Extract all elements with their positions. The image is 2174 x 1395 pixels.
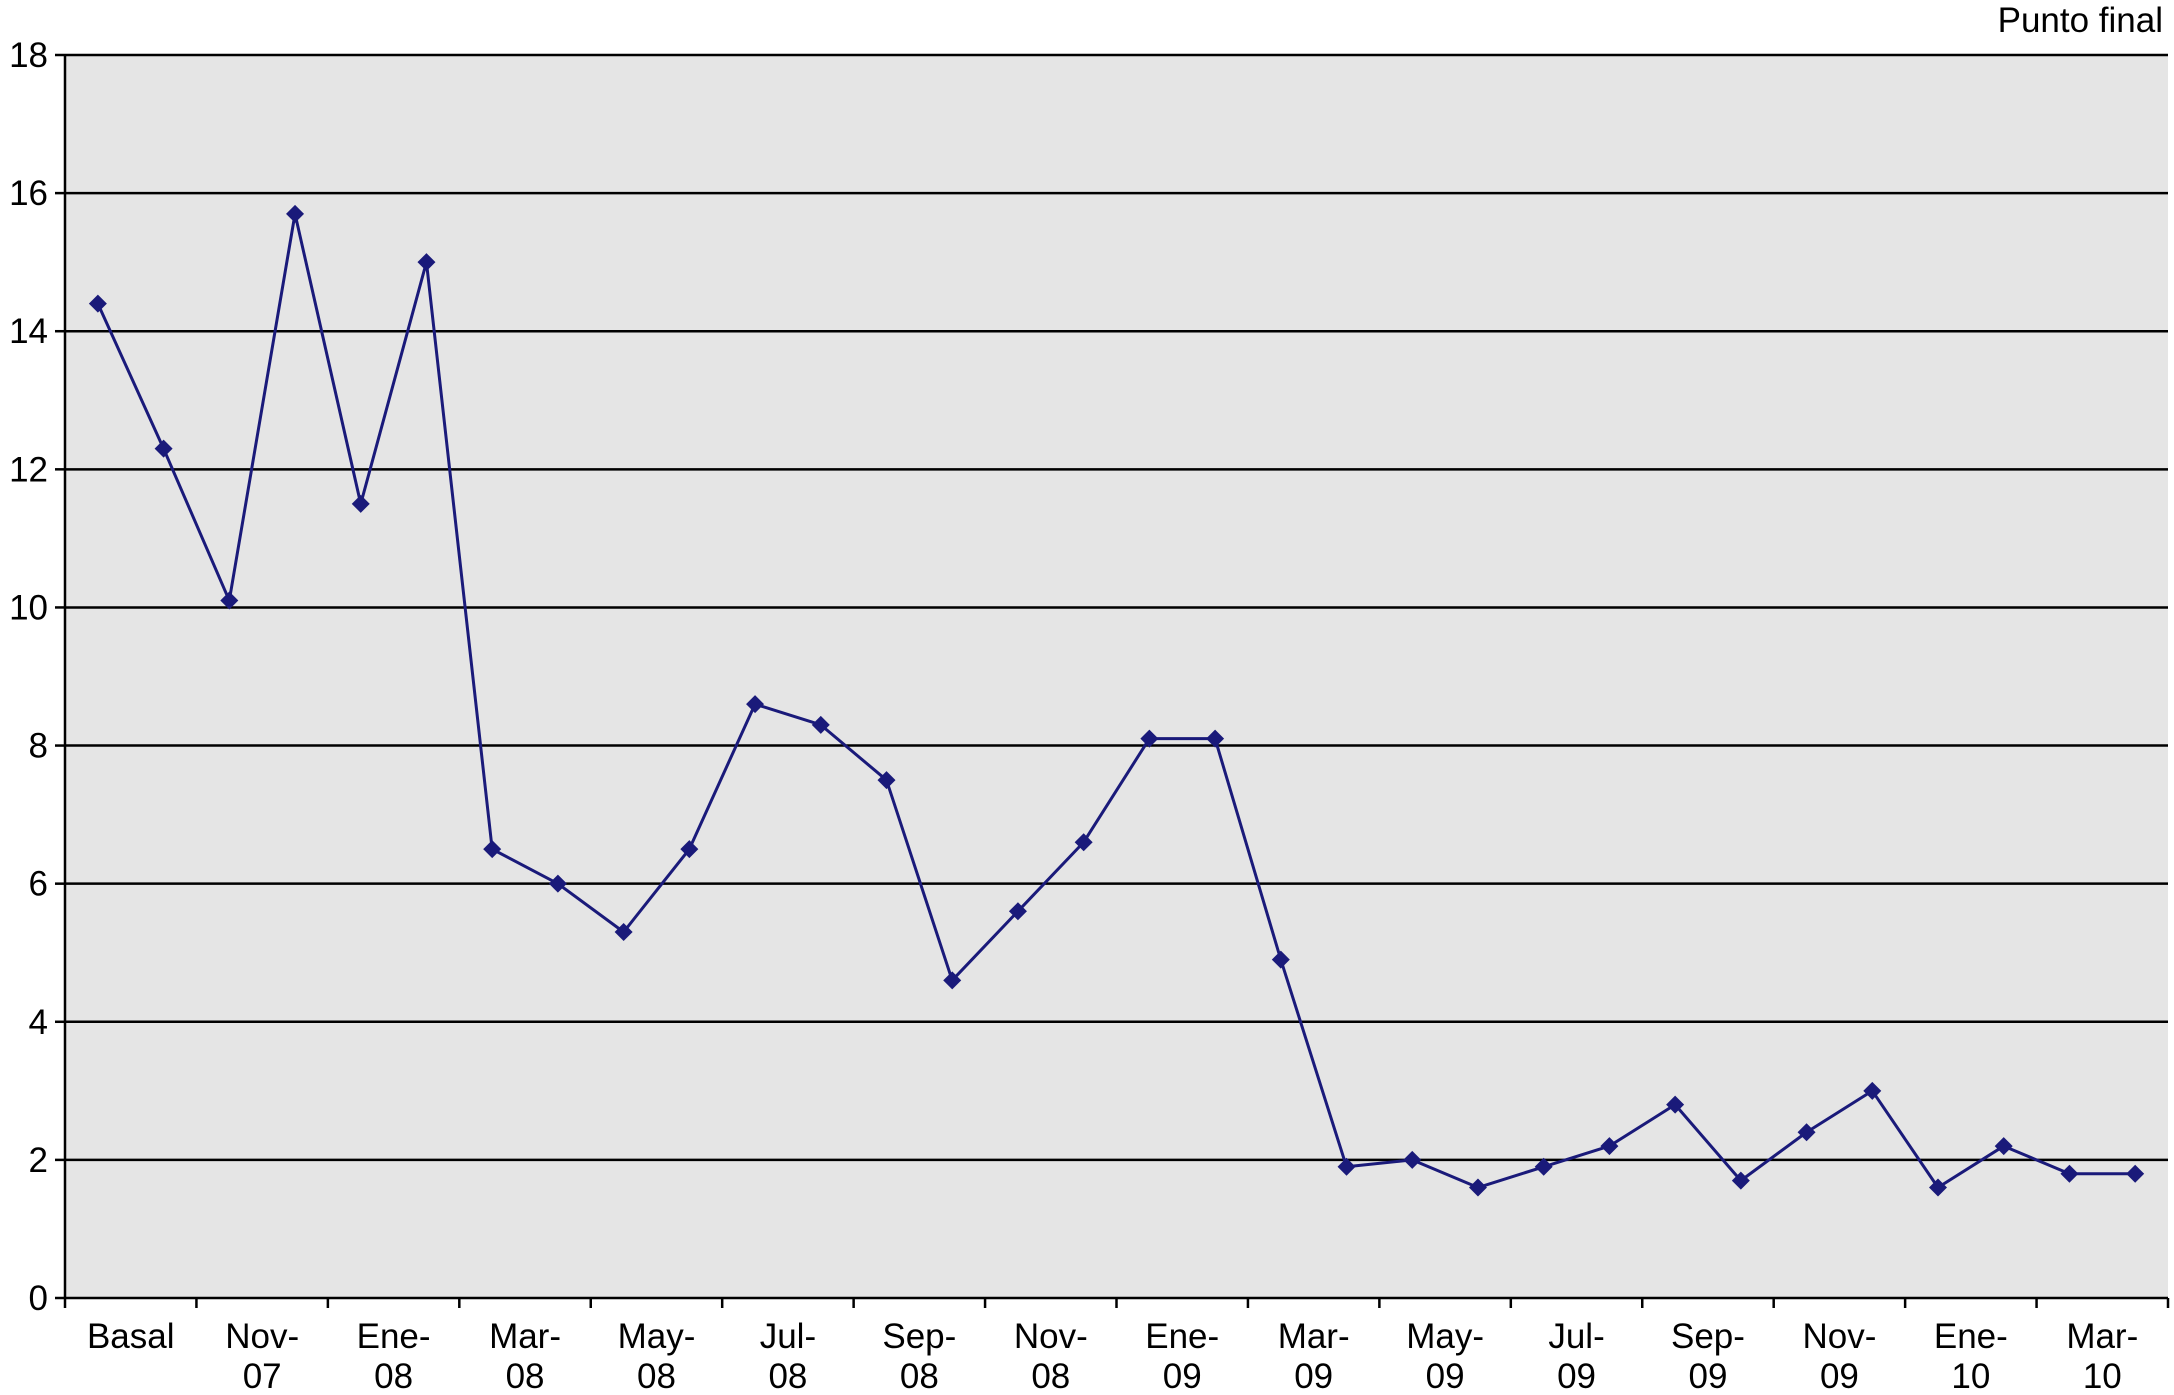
data-point-marker xyxy=(943,971,962,990)
data-point-marker xyxy=(680,840,699,859)
data-point-marker xyxy=(2060,1164,2079,1183)
data-point-marker xyxy=(154,439,173,458)
y-tick-label: 18 xyxy=(9,36,48,75)
corner-label: Punto final xyxy=(1998,1,2163,40)
data-point-marker xyxy=(1140,729,1159,748)
y-tick-label: 4 xyxy=(29,1003,48,1042)
x-tick-label-year: 09 xyxy=(1426,1357,1465,1395)
x-tick-label-year: 09 xyxy=(1163,1357,1202,1395)
x-tick-label: Jul- xyxy=(1548,1317,1604,1356)
x-tick-label-year: 08 xyxy=(900,1357,939,1395)
data-point-marker xyxy=(746,695,765,714)
data-point-marker xyxy=(1468,1178,1487,1197)
y-tick-label: 10 xyxy=(9,588,48,627)
data-point-marker xyxy=(1863,1081,1882,1100)
x-tick-label: Nov- xyxy=(1014,1317,1088,1356)
x-tick-label-year: 09 xyxy=(1294,1357,1333,1395)
data-point-marker xyxy=(1008,902,1027,921)
x-tick-label-year: 08 xyxy=(768,1357,807,1395)
y-tick-label: 16 xyxy=(9,174,48,213)
data-point-marker xyxy=(1797,1123,1816,1142)
x-tick-label-year: 10 xyxy=(1951,1357,1990,1395)
data-point-marker xyxy=(286,204,305,223)
x-tick-label: Nov- xyxy=(1802,1317,1876,1356)
data-point-marker xyxy=(877,771,896,790)
x-tick-label: Ene- xyxy=(1145,1317,1219,1356)
x-tick-label: Basal xyxy=(87,1317,175,1356)
data-point-marker xyxy=(1534,1157,1553,1176)
x-tick-label: Nov- xyxy=(225,1317,299,1356)
x-tick-label: Sep- xyxy=(1671,1317,1745,1356)
data-point-marker xyxy=(220,591,239,610)
data-point-marker xyxy=(1403,1150,1422,1169)
data-point-marker xyxy=(1074,833,1093,852)
x-tick-label-year: 09 xyxy=(1820,1357,1859,1395)
x-tick-label-year: 10 xyxy=(2083,1357,2122,1395)
data-point-marker xyxy=(1206,729,1225,748)
x-tick-label-year: 08 xyxy=(1031,1357,1070,1395)
data-point-marker xyxy=(1600,1137,1619,1156)
series-line xyxy=(96,212,2136,1190)
data-point-marker xyxy=(417,253,436,272)
data-point-marker xyxy=(2126,1164,2145,1183)
gridlines xyxy=(65,53,2168,1162)
data-point-marker xyxy=(811,715,830,734)
y-tick-label: 14 xyxy=(9,312,48,351)
data-point-marker xyxy=(1994,1137,2013,1156)
x-tick-label-year: 08 xyxy=(374,1357,413,1395)
axes xyxy=(55,53,2170,1308)
data-point-marker xyxy=(1337,1157,1356,1176)
x-tick-label-year: 09 xyxy=(1557,1357,1596,1395)
data-point-marker xyxy=(1928,1178,1947,1197)
x-tick-label: Mar- xyxy=(489,1317,561,1356)
data-point-marker xyxy=(1731,1171,1750,1190)
data-point-marker xyxy=(548,874,567,893)
x-axis-tick-labels: Basal Nov-07Ene-08Mar-08May-08Jul-08Sep-0… xyxy=(87,1317,2138,1395)
y-tick-label: 6 xyxy=(29,865,48,904)
x-tick-label: May- xyxy=(618,1317,696,1356)
x-tick-label-year: 07 xyxy=(243,1357,282,1395)
data-point-marker xyxy=(1271,950,1290,969)
y-tick-label: 0 xyxy=(29,1279,48,1318)
x-tick-label: Ene- xyxy=(1934,1317,2008,1356)
x-tick-label: Sep- xyxy=(882,1317,956,1356)
x-tick-label: Jul- xyxy=(760,1317,816,1356)
data-point-marker xyxy=(1666,1095,1685,1114)
x-tick-label-year: 09 xyxy=(1689,1357,1728,1395)
data-point-marker xyxy=(88,294,107,313)
y-tick-label: 12 xyxy=(9,450,48,489)
x-tick-label-year: 08 xyxy=(637,1357,676,1395)
plot-area xyxy=(65,55,2168,1298)
x-tick-label: Mar- xyxy=(2066,1317,2138,1356)
y-tick-label: 8 xyxy=(29,727,48,766)
x-tick-label: Mar- xyxy=(1278,1317,1350,1356)
data-point-marker xyxy=(351,494,370,513)
x-tick-label: Ene- xyxy=(357,1317,431,1356)
y-axis-tick-labels: 0 2 4 6 8 10 12 14 16 18 xyxy=(9,36,48,1318)
y-tick-label: 2 xyxy=(29,1141,48,1180)
data-point-marker xyxy=(483,840,502,859)
x-tick-label: May- xyxy=(1406,1317,1484,1356)
data-point-marker xyxy=(614,923,633,942)
x-tick-label-year: 08 xyxy=(506,1357,545,1395)
series-group xyxy=(88,204,2145,1197)
